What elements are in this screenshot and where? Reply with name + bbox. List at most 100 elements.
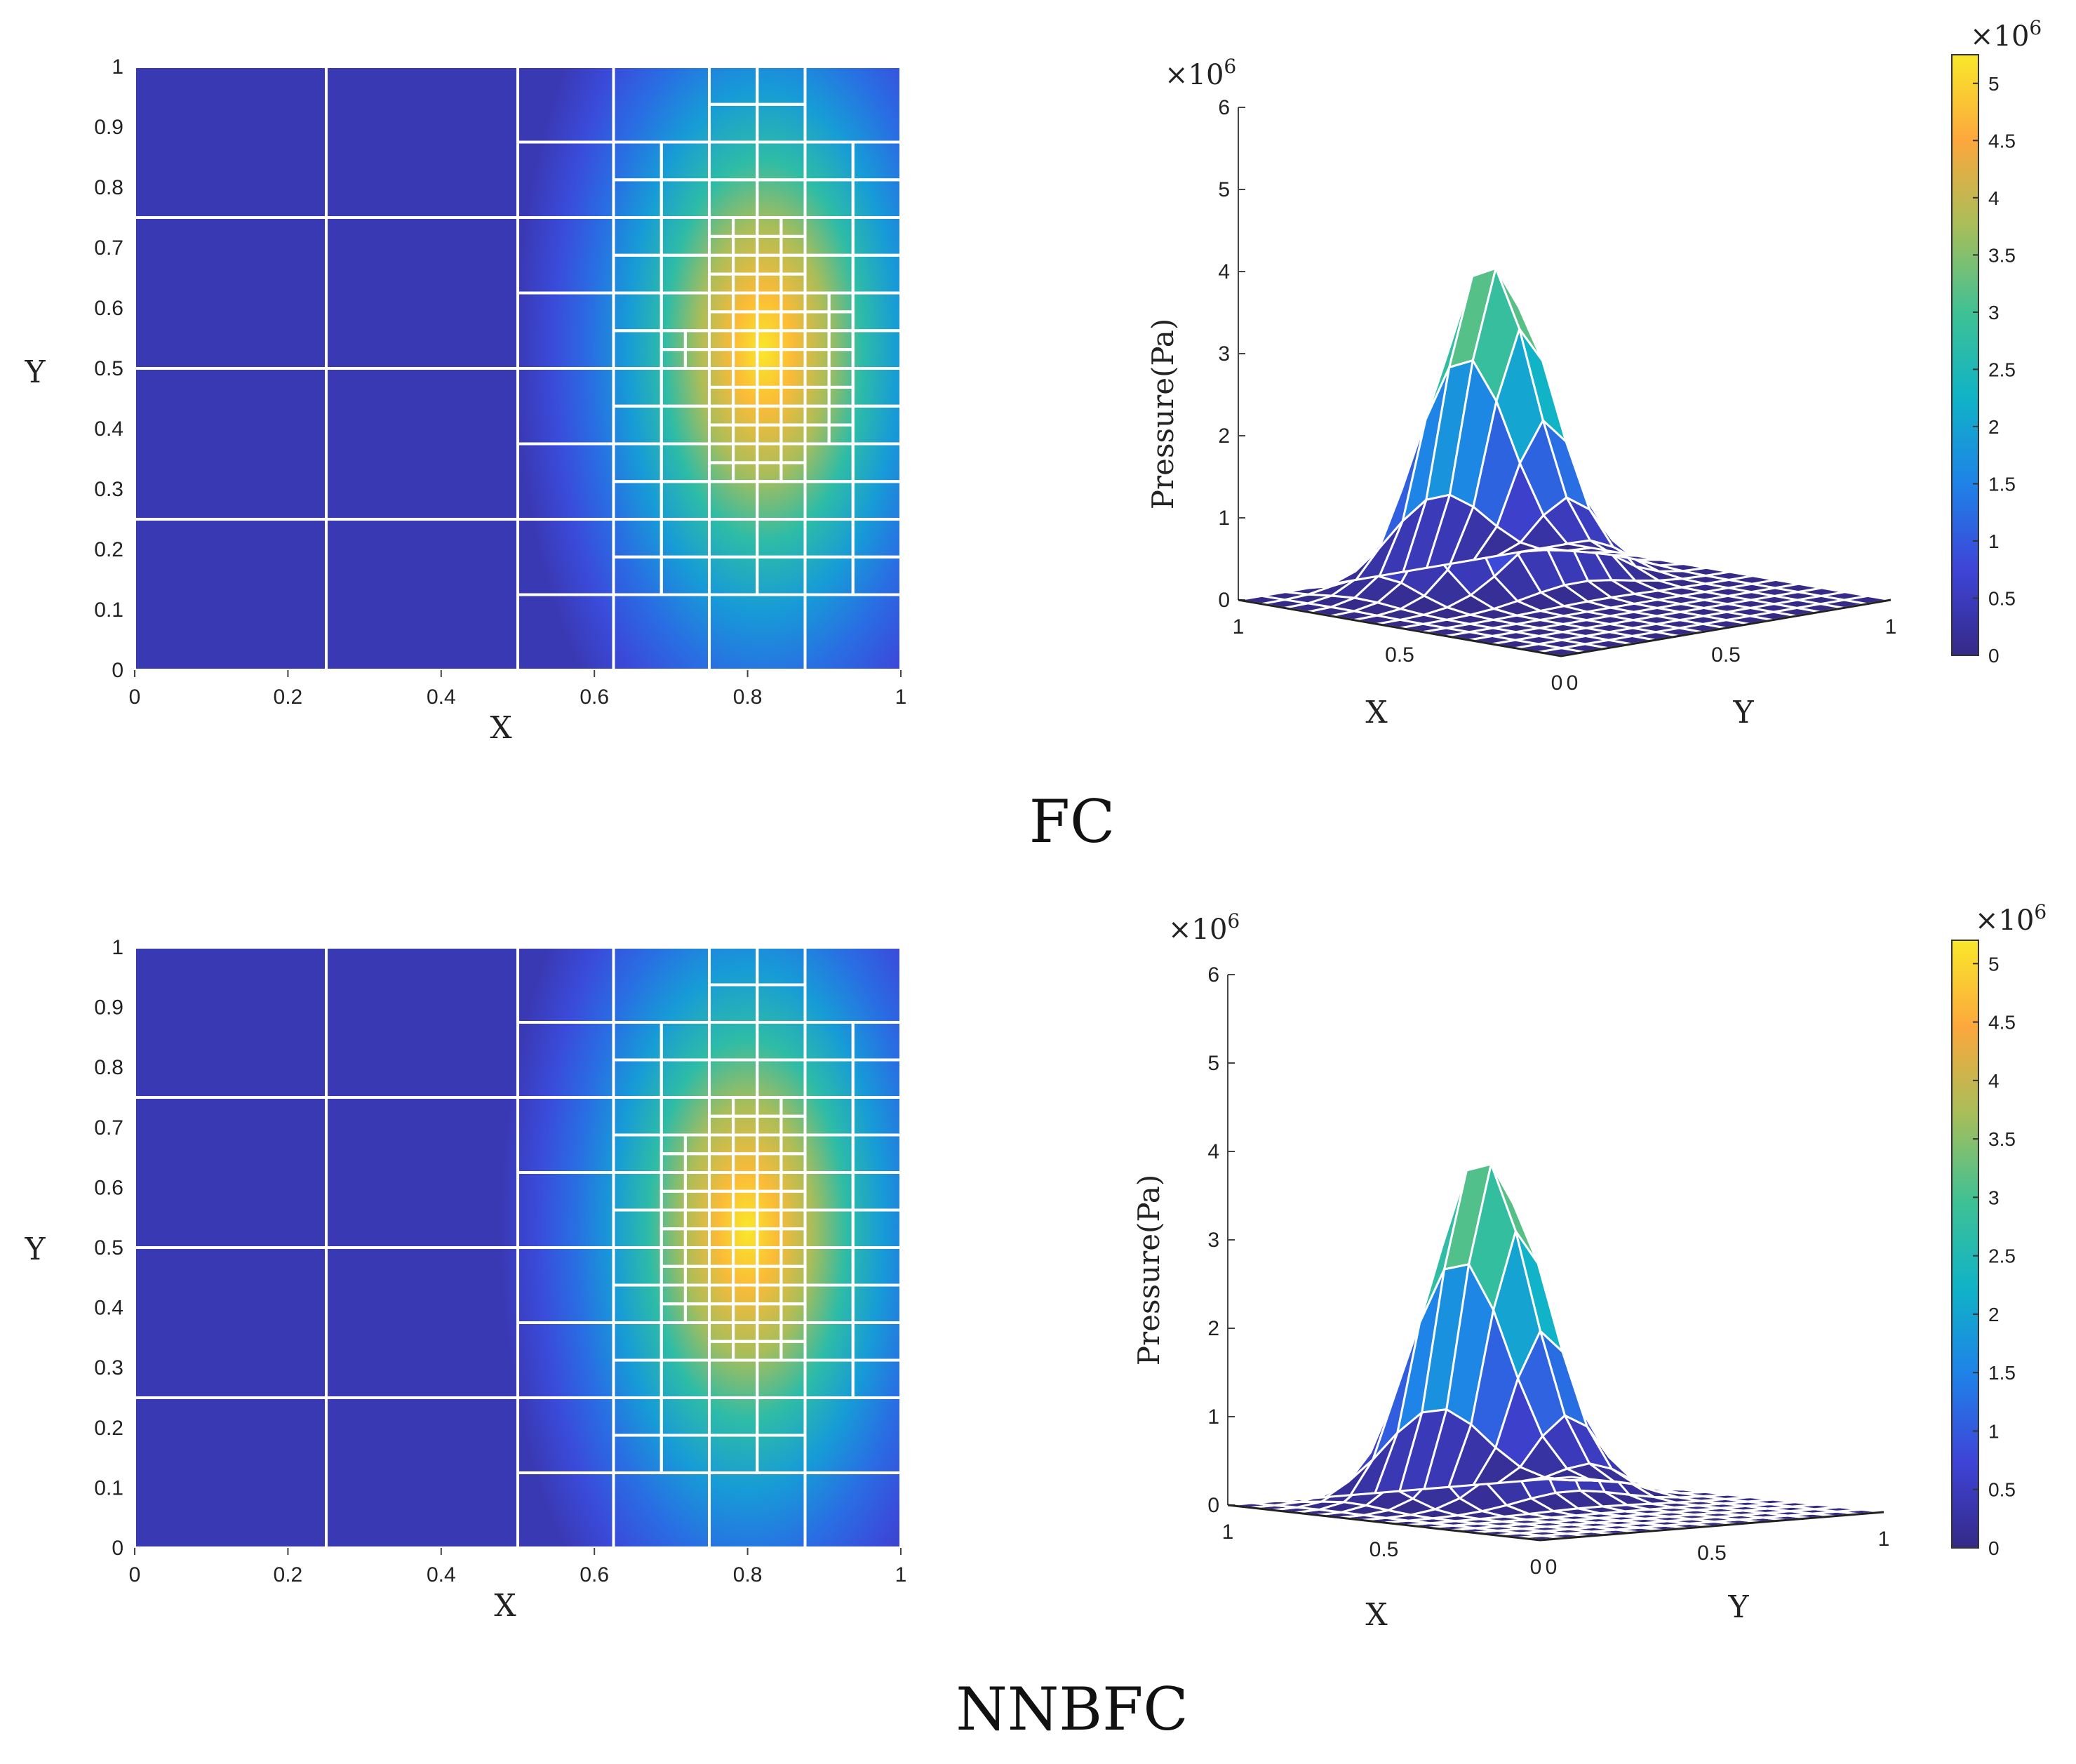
fc-mesh-grid: [133, 65, 902, 671]
y-tick-label: 0.5: [1697, 1542, 1727, 1565]
y-tick-label: 0.4: [94, 417, 123, 441]
fc-colorbar-ticks: 0 0.5 1 1.5 2 2.5 3 3.5 4 4.5 5: [1973, 73, 2016, 667]
fc-colorbar: 0 0.5 1 1.5 2 2.5 3 3.5 4 4.5 5 ×106: [1951, 16, 2042, 667]
z-tick-label: 6: [1218, 96, 1230, 119]
x-tick-label: 0.2: [274, 686, 303, 709]
colorbar-tick-label: 3: [1988, 1187, 2000, 1208]
z-tick-label: 4: [1218, 260, 1230, 283]
y-tick-label: 0.7: [94, 1116, 123, 1140]
colorbar-tick-label: 3.5: [1988, 244, 2016, 266]
surface-facet: [1546, 1476, 1595, 1482]
z-tick-label: 0: [1218, 589, 1230, 612]
fc-surface-xlabel: X: [1365, 695, 1388, 730]
y-tick-label: 0.4: [94, 1297, 123, 1320]
y-tick-label: 0.5: [94, 357, 123, 380]
y-tick-label: 1: [112, 936, 123, 959]
colorbar-tick-label: 3: [1988, 302, 2000, 323]
colorbar-tick-label: 4.5: [1988, 130, 2016, 152]
nnbfc-colorbar-bar: [1951, 940, 1979, 1549]
nnbfc-surface-mesh: [1226, 1163, 1885, 1542]
x-tick-label: 0: [129, 686, 141, 709]
y-tick-label: 0.9: [94, 996, 123, 1020]
x-tick-label: 1: [1222, 1521, 1234, 1544]
nnbfc-mesh-grid: [133, 946, 902, 1549]
y-tick-label: 1: [1878, 1528, 1890, 1551]
nnbfc-surface-xlabel: X: [1365, 1597, 1388, 1633]
colorbar-tick-label: 1.5: [1988, 473, 2016, 495]
x-tick-label: 0.5: [1370, 1538, 1399, 1561]
floor-edge: [1227, 1504, 1884, 1542]
x-tick-label: 0: [129, 1563, 141, 1586]
y-tick-label: 0.1: [94, 599, 123, 622]
z-tick-label: 5: [1207, 1052, 1219, 1075]
z-tick-label: 3: [1218, 342, 1230, 366]
fc-heatmap-ylabel: Y: [24, 354, 46, 390]
nnbfc-heatmap-xlabel: X: [494, 1588, 516, 1624]
colorbar-tick-label: 4.5: [1988, 1012, 2016, 1034]
fc-surface-ylabel: Y: [1732, 695, 1754, 730]
z-tick-label: 4: [1207, 1140, 1219, 1163]
y-tick-label: 0.3: [94, 478, 123, 501]
y-tick-label: 0: [112, 659, 123, 682]
x-tick-label: 0: [1530, 1556, 1542, 1579]
y-tick-label: 0.9: [94, 116, 123, 139]
z-tick-label: 2: [1207, 1317, 1219, 1340]
caption-bottom: NNBFC: [956, 1675, 1188, 1744]
x-tick-label: 0.6: [580, 686, 609, 709]
z-tick-label: 2: [1218, 425, 1230, 448]
x-tick-label: 0: [1551, 671, 1563, 695]
y-tick-label: 0: [1546, 1556, 1558, 1579]
y-tick-label: 0: [112, 1537, 123, 1560]
nnbfc-zaxis-multiplier: ×106: [1168, 909, 1240, 946]
colorbar-tick-label: 1.5: [1988, 1362, 2016, 1384]
z-tick-label: 5: [1218, 178, 1230, 201]
x-tick-label: 0.8: [733, 1563, 763, 1586]
x-tick-label: 1: [895, 1563, 907, 1586]
nnbfc-heatmap-axes: 0 0.2 0.4 0.6 0.8 1 0 0.1 0.2 0.3 0.4 0.5 0.6 0.7 0.8 0…: [94, 936, 906, 1586]
fc-surface-mesh: [1237, 267, 1892, 657]
x-tick-label: 0.2: [274, 1563, 303, 1586]
y-tick-label: 0.8: [94, 1056, 123, 1079]
nnbfc-zaxis-label: Pressure(Pa): [1132, 1175, 1166, 1365]
y-tick-label: 0.6: [94, 297, 123, 320]
fc-zaxis-label: Pressure(Pa): [1146, 319, 1180, 509]
nnbfc-colorbar-multiplier: ×106: [1975, 900, 2047, 937]
colorbar-tick-label: 1: [1988, 530, 2000, 552]
x-tick-label: 0.8: [733, 686, 763, 709]
nnbfc-heatmap-panel: 0 0.2 0.4 0.6 0.8 1 0 0.1 0.2 0.3 0.4 0.5 0.6 0.7 0.8 0…: [24, 936, 906, 1624]
nnbfc-colorbar: 0 0.5 1 1.5 2 2.5 3 3.5 4 4.5 5 ×106: [1951, 900, 2047, 1559]
y-tick-label: 0.8: [94, 176, 123, 199]
y-tick-label: 0.5: [1711, 643, 1741, 667]
y-tick-label: 0: [1567, 671, 1579, 695]
fc-heatmap-xlabel: X: [490, 710, 512, 746]
nnbfc-surface-ylabel: Y: [1727, 1589, 1749, 1625]
caption-top: FC: [1029, 787, 1116, 856]
y-tick-label: 0.3: [94, 1356, 123, 1379]
mesh-cell: [803, 65, 902, 144]
fc-heatmap-panel: 0 0.2 0.4 0.6 0.8 1 0 0.1 0.2 0.3 0.4 0.5 0.6 0.7 0.8 0…: [24, 55, 906, 746]
y-tick-label: 0.2: [94, 1417, 123, 1440]
colorbar-tick-label: 0: [1988, 645, 2000, 667]
colorbar-tick-label: 4: [1988, 1070, 2000, 1092]
nnbfc-heatmap-ylabel: Y: [24, 1231, 46, 1267]
x-tick-label: 0.5: [1385, 643, 1414, 667]
y-tick-label: 0.2: [94, 538, 123, 561]
colorbar-tick-label: 2.5: [1988, 359, 2016, 380]
y-tick-label: 0.7: [94, 236, 123, 260]
z-tick-label: 1: [1218, 507, 1230, 530]
colorbar-tick-label: 5: [1988, 953, 2000, 975]
z-tick-label: 1: [1207, 1405, 1219, 1429]
x-tick-label: 1: [1233, 615, 1245, 639]
x-tick-label: 0.4: [427, 686, 456, 709]
y-tick-label: 0.5: [94, 1236, 123, 1259]
y-tick-label: 0.1: [94, 1476, 123, 1499]
surface-facet: [1543, 542, 1593, 552]
colorbar-tick-label: 0.5: [1988, 587, 2016, 609]
y-tick-label: 1: [1885, 615, 1897, 639]
z-tick-label: 6: [1207, 963, 1219, 987]
